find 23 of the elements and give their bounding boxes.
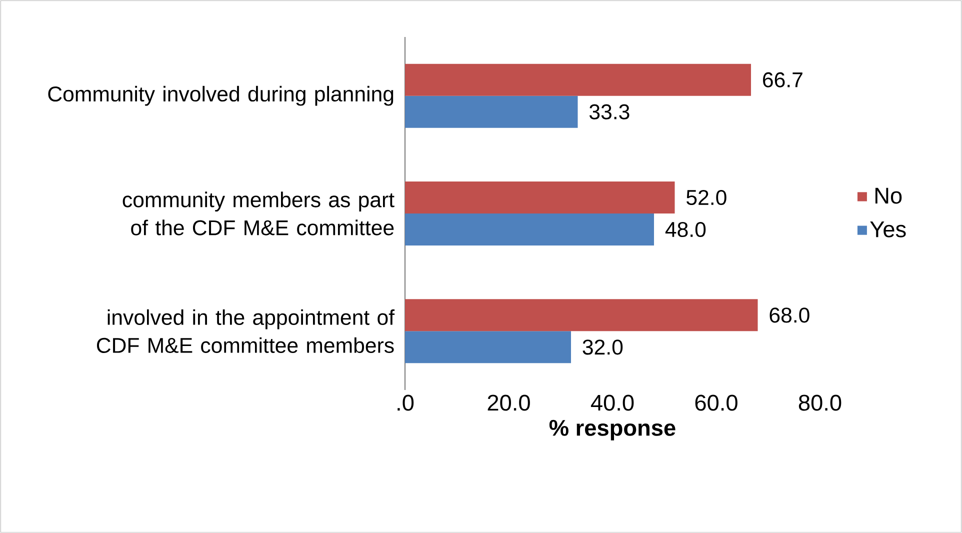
x-tick-label: .0 bbox=[398, 394, 414, 411]
x-tick-label: 60.0 bbox=[695, 394, 738, 411]
data-label: 33.3 bbox=[589, 104, 630, 120]
y-tick-label: involved in the appointment of CDF M&E committee members bbox=[96, 309, 395, 353]
y-tick-label: Community involved during planning bbox=[48, 86, 394, 106]
data-label: 68.0 bbox=[770, 308, 810, 323]
bar bbox=[405, 182, 675, 214]
x-tick-label: 80.0 bbox=[798, 394, 842, 411]
x-axis-title: % response bbox=[549, 420, 676, 440]
data-label: 32.0 bbox=[582, 340, 623, 355]
data-label: 52.0 bbox=[686, 190, 726, 206]
bar bbox=[405, 299, 758, 332]
legend-label: No bbox=[875, 188, 902, 204]
bar bbox=[405, 214, 654, 246]
bar bbox=[405, 64, 752, 96]
data-label: 66.7 bbox=[763, 72, 802, 88]
x-tick-label: 20.0 bbox=[488, 394, 530, 411]
legend-label: Yes bbox=[870, 221, 906, 238]
data-label: 48.0 bbox=[665, 222, 706, 238]
y-tick-label: community members as part of the CDF M&E committee bbox=[122, 192, 394, 236]
bar bbox=[405, 96, 578, 128]
bar bbox=[405, 331, 571, 364]
x-tick-label: 40.0 bbox=[590, 394, 634, 411]
